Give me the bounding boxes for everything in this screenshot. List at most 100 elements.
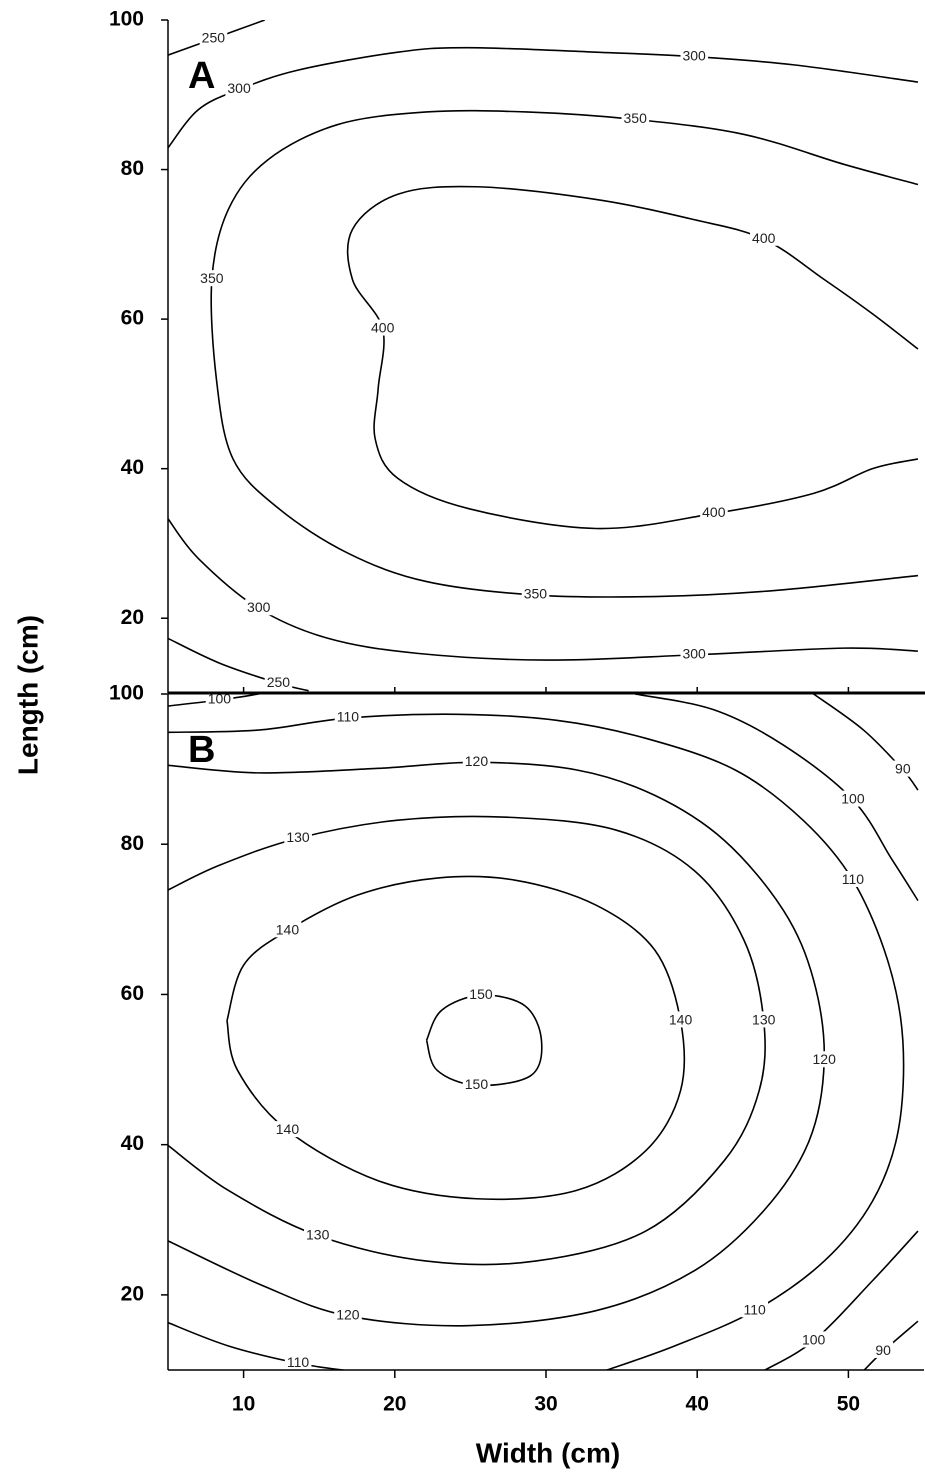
contour-label-bg <box>873 1341 894 1358</box>
contour-label: 120 <box>336 1307 360 1323</box>
x-tick-label: 20 <box>383 1393 406 1416</box>
y-tick-label: 40 <box>121 1132 144 1155</box>
y-axis-title: Length (cm) <box>12 615 43 775</box>
contour-label: 350 <box>200 270 224 286</box>
contour-label-bg <box>304 1226 332 1243</box>
contour-label-bg <box>369 319 397 336</box>
contour-label: 100 <box>841 791 865 807</box>
contour-line <box>168 1321 349 1370</box>
contour-labels: 250 300 300 350 350 350 400 400 400 300 300 250 <box>198 29 778 690</box>
contour-label-bg <box>893 760 913 777</box>
contour-labels: 100 100 100 90 90 110 110 110 110 120 120 120 130 130… <box>205 691 913 1370</box>
y-tick-label: 100 <box>109 8 144 31</box>
contour-label-bg <box>521 585 550 602</box>
contour-label-bg <box>799 1331 828 1348</box>
contour-label-bg <box>198 270 226 287</box>
contour-label: 140 <box>276 921 300 937</box>
contour-label: 400 <box>752 230 776 246</box>
contour-label-bg <box>334 708 362 725</box>
contour-line <box>813 694 919 791</box>
contour-label-bg <box>245 599 273 616</box>
x-tick-label: 50 <box>837 1393 860 1416</box>
contour-label: 120 <box>465 753 489 769</box>
contour-label: 300 <box>682 47 706 63</box>
contours <box>168 694 919 1370</box>
y-tick-label: 60 <box>121 982 144 1005</box>
contour-label-bg <box>225 80 253 97</box>
contour-label-bg <box>284 1353 312 1370</box>
contour-label-bg <box>741 1301 769 1318</box>
y-tick-label: 80 <box>121 832 144 855</box>
contour-label: 110 <box>842 871 865 887</box>
contour-label: 110 <box>743 1301 766 1317</box>
contour-label-bg <box>284 828 312 845</box>
contour-label-bg <box>205 694 234 707</box>
contour-label-bg <box>462 1076 491 1093</box>
contour-label: 140 <box>669 1011 693 1027</box>
contour-label: 140 <box>276 1121 300 1137</box>
contour-label: 350 <box>524 586 548 602</box>
contour-label: 90 <box>875 1342 891 1358</box>
contour-label: 150 <box>469 986 493 1002</box>
contour-label-bg <box>467 985 495 1002</box>
contour-label: 250 <box>267 674 291 690</box>
contour-label-bg <box>264 673 293 690</box>
contour-label-bg <box>621 110 650 127</box>
contour-line <box>168 518 918 661</box>
contour-label: 100 <box>802 1331 826 1347</box>
y-tick-label: 60 <box>121 307 144 330</box>
contour-line <box>763 1230 919 1370</box>
panel-label: A <box>188 55 215 97</box>
contour-line <box>346 185 919 530</box>
contour-line <box>425 994 543 1087</box>
y-tick-label: 20 <box>121 606 144 629</box>
contour-label: 110 <box>287 1354 310 1370</box>
contour-line <box>168 46 919 149</box>
contour-label-bg <box>199 29 228 46</box>
contour-label-bg <box>810 1051 839 1068</box>
x-tick-label: 30 <box>534 1393 557 1416</box>
panel-label: B <box>188 729 215 771</box>
x-tick-label: 40 <box>686 1393 709 1416</box>
contour-line <box>210 109 919 598</box>
contour-line <box>635 694 919 901</box>
contour-label-bg <box>680 645 709 662</box>
contour-label: 400 <box>371 320 395 336</box>
x-axis-title: Width (cm) <box>476 1437 620 1468</box>
x-tick-label: 10 <box>232 1393 255 1416</box>
contour-line <box>168 637 309 692</box>
contour-label: 120 <box>813 1051 837 1067</box>
contour-label: 300 <box>247 599 271 615</box>
contour-label-bg <box>750 229 778 246</box>
contour-label-bg <box>839 790 867 807</box>
contour-label: 150 <box>465 1076 489 1092</box>
contour-label: 250 <box>202 29 226 45</box>
y-tick-label: 20 <box>121 1282 144 1305</box>
y-tick-label: 80 <box>121 157 144 180</box>
contour-line <box>168 713 905 1370</box>
contour-label-bg <box>700 504 728 521</box>
contour-line <box>168 815 766 1266</box>
contour-line <box>168 761 826 1327</box>
y-tick-label: 40 <box>121 456 144 479</box>
contour-label: 90 <box>895 761 911 777</box>
contour-label-bg <box>680 47 709 64</box>
contour-label-bg <box>839 870 867 887</box>
contour-label: 300 <box>682 646 706 662</box>
contour-label-bg <box>334 1306 362 1323</box>
contour-label: 300 <box>227 80 251 96</box>
contour-line <box>226 875 686 1201</box>
contour-label: 350 <box>624 110 648 126</box>
contour-label-bg <box>666 1011 695 1028</box>
contour-label-bg <box>462 753 491 770</box>
contour-label: 400 <box>702 504 726 520</box>
contour-label: 110 <box>337 709 360 725</box>
contour-label-bg <box>750 1011 778 1028</box>
contour-label: 130 <box>286 829 310 845</box>
contour-label-bg <box>273 1121 302 1138</box>
contour-label: 130 <box>752 1011 776 1027</box>
contour-label: 130 <box>306 1226 330 1242</box>
contour-label-bg <box>273 921 302 938</box>
contour-label: 100 <box>208 691 232 707</box>
